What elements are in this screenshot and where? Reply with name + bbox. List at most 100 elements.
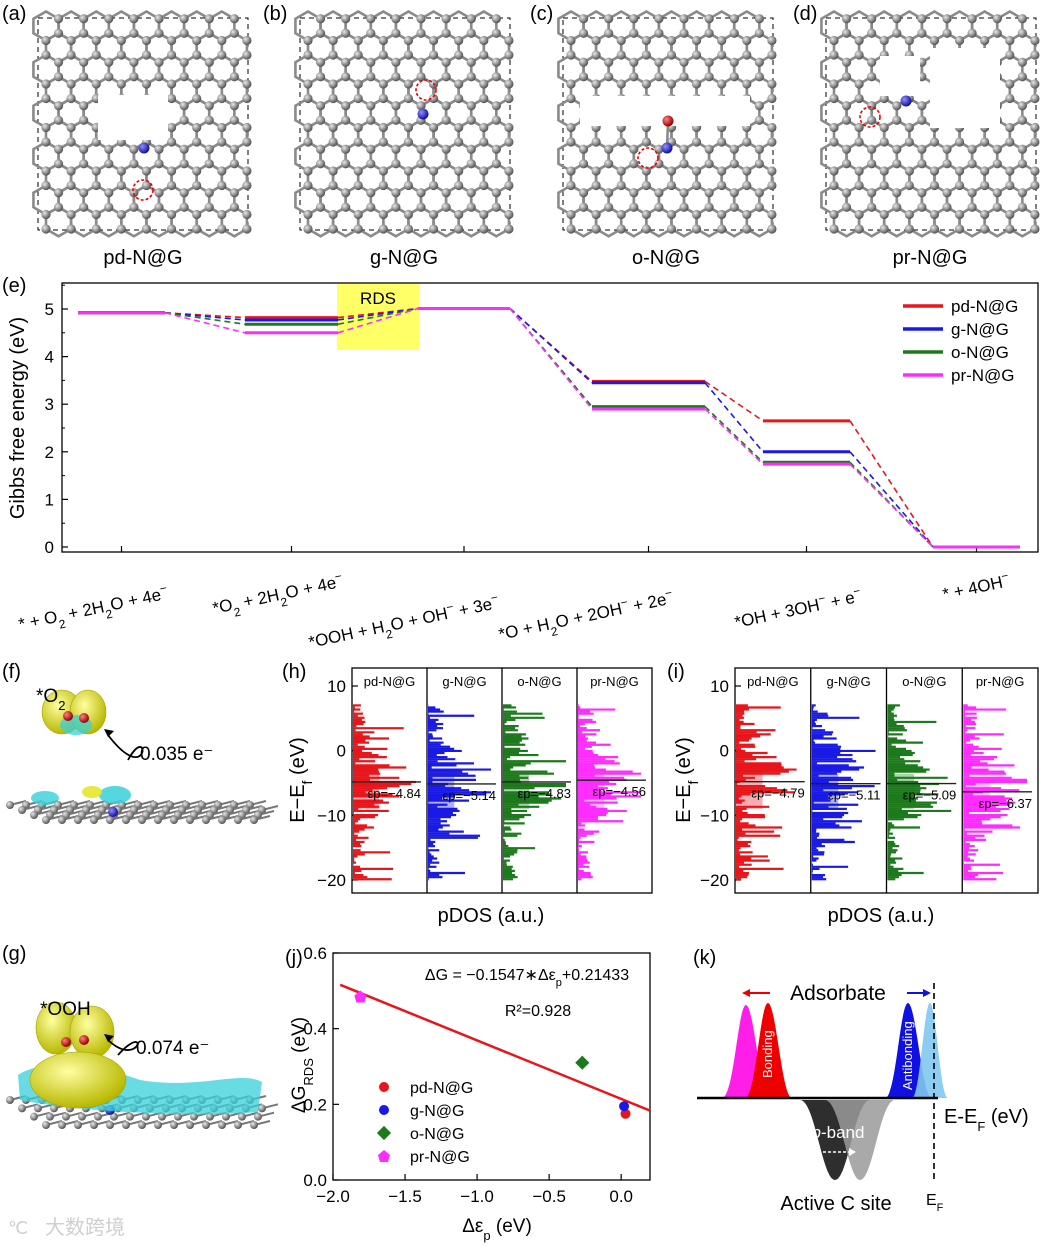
carbon-atom	[917, 115, 927, 125]
carbon-atom	[729, 202, 739, 212]
carbon-atom	[341, 14, 351, 24]
carbon-atom	[179, 14, 189, 24]
f-transfer-arrow	[107, 734, 144, 761]
carbon-atom	[654, 202, 664, 212]
carbon-atom	[186, 1121, 194, 1129]
ytick-label: 0	[45, 538, 54, 557]
carbon-atom	[217, 166, 227, 176]
band-center-label: εp=−5.09	[903, 788, 957, 803]
carbon-atom	[53, 57, 64, 67]
carbon-atom	[218, 816, 226, 824]
carbon-atom	[391, 202, 401, 212]
point-g-N@G	[619, 1101, 630, 1112]
carbon-atom	[666, 180, 677, 191]
carbon-atom	[179, 159, 189, 169]
carbon-atom	[129, 202, 139, 212]
carbon-atom	[742, 180, 752, 191]
carbon-atom	[504, 35, 514, 46]
carbon-atom	[717, 209, 727, 220]
carbon-atom	[62, 1112, 70, 1121]
carbon-atom	[18, 806, 26, 814]
carbon-atom	[166, 180, 177, 191]
carbon-atom	[829, 50, 839, 60]
carbon-atom	[591, 50, 601, 60]
carbon-atom	[441, 101, 451, 111]
carbon-atom	[566, 209, 576, 220]
carbon-atom	[466, 144, 476, 154]
carbon-atom	[328, 50, 338, 60]
carbon-atom	[967, 144, 977, 154]
carbon-atom	[138, 1121, 146, 1129]
oxygen-atom	[662, 115, 674, 127]
carbon-atom	[106, 1121, 114, 1129]
connector-g-N@G	[704, 382, 764, 453]
carbon-atom	[174, 1112, 182, 1121]
carbon-atom	[892, 202, 902, 212]
pdos-adsorbed-ooh: 10 0 −10 −20 pd-N@G εp=−4.79 g-N@G εp=−5.11 o-N@…	[700, 667, 1039, 894]
carbon-atom	[391, 159, 401, 169]
carbon-atom	[491, 144, 501, 154]
h-xlabel: pDOS (a.u.)	[438, 905, 545, 927]
carbon-atom	[192, 50, 202, 60]
carbon-atom	[416, 28, 426, 38]
subplot-title: g-N@G	[826, 674, 870, 689]
carbon-atom	[90, 816, 98, 824]
panel-label-a: (a)	[2, 3, 26, 25]
carbon-atom	[454, 93, 464, 104]
connector-pd-N@G	[704, 380, 764, 422]
carbon-atom	[616, 209, 626, 220]
carbon-atom	[654, 159, 664, 169]
carbon-atom	[841, 188, 852, 198]
carbon-atom	[250, 1121, 258, 1129]
carbon-atom	[578, 57, 589, 67]
carbon-atom	[854, 166, 864, 176]
carbon-atom	[704, 188, 714, 198]
nitrogen-atom	[900, 95, 912, 107]
carbon-atom	[106, 816, 114, 824]
carbon-atom	[491, 57, 501, 67]
carbon-atom	[641, 35, 651, 46]
carbon-atom	[353, 137, 363, 147]
carbon-atom	[767, 50, 777, 60]
carbon-atom	[315, 57, 326, 67]
carbon-atom	[566, 93, 576, 104]
carbon-atom	[190, 1112, 198, 1121]
carbon-atom	[704, 72, 714, 82]
carbon-atom	[829, 122, 839, 133]
carbon-atom	[629, 72, 639, 82]
carbon-atom	[428, 93, 439, 104]
carbon-atom	[30, 811, 38, 819]
carbon-atom	[378, 93, 388, 104]
carbon-atom	[104, 72, 114, 82]
carbon-atom	[904, 180, 914, 191]
carbon-atom	[179, 188, 189, 198]
carbon-atom	[566, 137, 576, 147]
carbon-atom	[41, 35, 51, 46]
carbon-atom	[366, 14, 376, 24]
carbon-atom	[729, 144, 739, 154]
carbon-atom	[41, 122, 51, 133]
carbon-atom	[141, 166, 152, 176]
carbon-atom	[641, 209, 651, 220]
carbon-atom	[66, 166, 76, 176]
carbon-atom	[504, 50, 514, 60]
carbon-atom	[206, 1112, 214, 1121]
carbon-atom	[466, 159, 476, 169]
carbon-atom	[904, 166, 914, 176]
carbon-atom	[141, 224, 152, 234]
subplot-title: pd-N@G	[747, 674, 799, 689]
carbon-atom	[666, 224, 677, 234]
carbon-atom	[391, 14, 401, 24]
carbon-atom	[1005, 122, 1015, 133]
connector-o-N@G	[337, 307, 419, 326]
carbon-atom	[980, 180, 990, 191]
carbon-atom	[79, 115, 89, 125]
carbon-atom	[491, 115, 501, 125]
panel-label-e: (e)	[2, 275, 26, 297]
carbon-atom	[53, 14, 64, 24]
carbon-atom	[170, 816, 178, 824]
carbon-atom	[441, 57, 451, 67]
carbon-atom	[729, 57, 739, 67]
carbon-atom	[217, 35, 227, 46]
carbon-atom	[479, 79, 489, 89]
